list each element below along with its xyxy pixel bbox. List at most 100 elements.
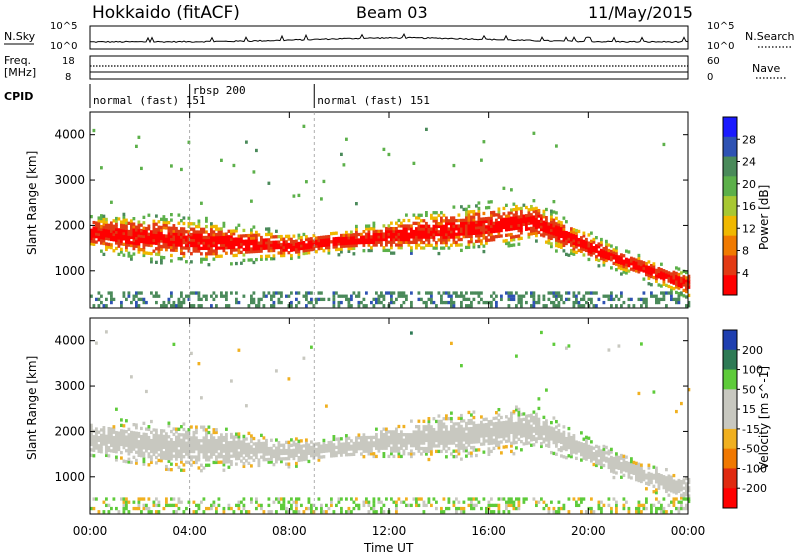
- data-cell: [492, 227, 496, 231]
- data-cell: [385, 291, 388, 295]
- data-cell: [467, 432, 471, 436]
- data-cell: [520, 297, 523, 302]
- data-cell: [670, 272, 673, 276]
- data-cell: [442, 219, 446, 223]
- data-cell: [107, 510, 111, 514]
- data-cell: [300, 241, 303, 245]
- data-cell: [672, 473, 676, 478]
- data-cell: [210, 222, 213, 226]
- data-cell: [225, 304, 228, 308]
- data-cell: [395, 221, 398, 225]
- data-cell: [112, 230, 116, 234]
- data-cell: [392, 237, 396, 242]
- data-cell: [422, 230, 426, 234]
- data-cell: [177, 240, 181, 244]
- data-cell: [222, 243, 226, 247]
- data-cell: [520, 228, 523, 232]
- data-cell: [445, 300, 448, 305]
- data-cell: [222, 449, 226, 453]
- data-cell: [152, 447, 156, 451]
- data-cell: [122, 229, 126, 233]
- data-cell: [587, 455, 591, 459]
- data-cell: [660, 474, 663, 478]
- data-cell: [155, 238, 158, 243]
- data-cell: [437, 213, 441, 218]
- colorbar-swatch: [723, 136, 737, 158]
- data-cell: [325, 404, 328, 408]
- data-cell: [455, 224, 458, 228]
- data-cell: [165, 467, 168, 471]
- data-cell: [285, 462, 288, 466]
- data-cell: [95, 430, 98, 434]
- data-cell: [617, 255, 621, 259]
- data-cell: [115, 447, 118, 451]
- colorbar-swatch: [723, 156, 737, 177]
- data-cell: [292, 500, 296, 504]
- data-cell: [612, 475, 616, 480]
- data-cell: [350, 230, 353, 234]
- data-cell: [200, 500, 203, 504]
- data-cell: [530, 221, 533, 225]
- data-cell: [590, 231, 593, 235]
- data-cell: [465, 446, 468, 450]
- data-cell: [140, 497, 143, 501]
- data-cell: [370, 506, 373, 511]
- data-cell: [207, 246, 211, 250]
- data-cell: [287, 443, 291, 447]
- data-cell: [170, 164, 173, 168]
- data-cell: [552, 416, 556, 420]
- data-cell: [152, 428, 156, 432]
- data-cell: [322, 243, 326, 247]
- data-cell: [560, 448, 563, 453]
- data-cell: [205, 444, 208, 448]
- data-cell: [370, 300, 373, 305]
- data-cell: [377, 240, 381, 244]
- data-cell: [527, 430, 531, 434]
- data-cell: [640, 297, 643, 302]
- data-cell: [602, 300, 606, 305]
- data-cell: [580, 304, 583, 308]
- data-cell: [505, 241, 508, 246]
- data-cell: [545, 427, 548, 431]
- data-cell: [155, 461, 158, 465]
- data-cell: [247, 242, 251, 246]
- data-cell: [532, 415, 536, 420]
- data-cell: [185, 436, 188, 440]
- data-cell: [195, 243, 198, 248]
- data-cell: [162, 445, 166, 449]
- data-cell: [512, 438, 516, 442]
- data-cell: [260, 433, 263, 438]
- data-cell: [195, 430, 198, 435]
- data-cell: [415, 232, 418, 236]
- data-cell: [427, 457, 431, 462]
- data-cell: [127, 446, 131, 451]
- data-cell: [115, 222, 118, 226]
- data-cell: [202, 444, 206, 448]
- data-cell: [575, 448, 578, 452]
- data-cell: [440, 510, 443, 514]
- data-cell: [280, 248, 283, 252]
- data-cell: [340, 236, 343, 240]
- data-cell: [160, 225, 163, 230]
- data-cell: [507, 433, 511, 438]
- data-cell: [280, 506, 283, 511]
- data-cell: [165, 226, 168, 230]
- data-cell: [120, 234, 123, 238]
- data-cell: [655, 466, 658, 470]
- data-cell: [435, 232, 438, 237]
- data-cell: [532, 226, 536, 230]
- data-cell: [320, 444, 323, 448]
- data-cell: [180, 460, 183, 464]
- data-cell: [170, 457, 173, 461]
- data-cell: [187, 230, 191, 234]
- data-cell: [472, 448, 476, 452]
- data-cell: [227, 443, 231, 448]
- data-cell: [397, 240, 401, 244]
- data-cell: [672, 286, 676, 291]
- data-cell: [155, 434, 158, 438]
- data-cell: [530, 424, 533, 428]
- data-cell: [577, 237, 581, 242]
- data-cell: [550, 500, 553, 504]
